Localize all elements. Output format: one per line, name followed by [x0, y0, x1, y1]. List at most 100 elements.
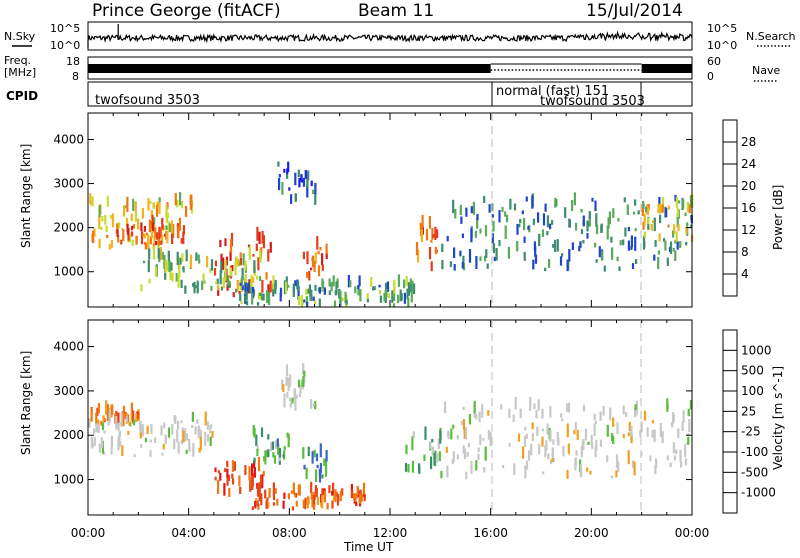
echo-cell: [131, 239, 134, 246]
echo-cell: [409, 285, 412, 293]
echo-cell: [491, 233, 494, 244]
echo-cell: [116, 223, 119, 231]
echo-cell: [261, 279, 264, 293]
echo-cell: [278, 177, 281, 191]
echo-cell: [456, 435, 459, 440]
echo-cell: [240, 300, 243, 305]
echo-cell: [122, 205, 126, 217]
echo-cell: [249, 477, 252, 492]
echo-cell: [493, 256, 496, 261]
echo-cell: [172, 224, 175, 238]
echo-cell: [655, 458, 658, 469]
echo-cell: [687, 436, 690, 445]
echo-cell: [229, 251, 232, 261]
echo-cell: [544, 267, 547, 272]
echo-cell: [332, 275, 335, 287]
echo-cell: [582, 239, 585, 244]
echo-cell: [307, 170, 310, 181]
echo-cell: [523, 435, 527, 447]
echo-cell: [308, 270, 311, 281]
echo-cell: [151, 214, 154, 229]
echo-cell: [594, 446, 597, 458]
echo-cell: [259, 250, 262, 263]
echo-cell: [378, 284, 381, 288]
echo-cell: [492, 220, 495, 232]
echo-cell: [678, 200, 681, 204]
echo-cell: [178, 217, 182, 231]
echo-cell: [154, 437, 157, 443]
echo-cell: [325, 459, 328, 473]
echo-cell: [134, 212, 137, 222]
echo-cell: [679, 241, 682, 248]
echo-cell: [263, 456, 266, 462]
echo-cell: [298, 178, 301, 188]
echo-cell: [286, 391, 289, 398]
echo-cell: [210, 285, 213, 291]
echo-cell: [587, 441, 590, 445]
echo-cell: [256, 485, 260, 497]
echo-cell: [559, 413, 563, 418]
echo-cell: [608, 211, 611, 225]
echo-cell: [266, 497, 269, 502]
echo-cell: [647, 207, 650, 215]
echo-cell: [222, 257, 225, 270]
echo-cell: [491, 214, 494, 218]
echo-cell: [410, 290, 413, 303]
echo-cell: [167, 427, 171, 438]
echo-cell: [140, 444, 143, 449]
echo-cell: [573, 192, 576, 206]
echo-cell: [525, 435, 528, 439]
echo-cell: [682, 410, 685, 423]
echo-cell: [128, 421, 131, 426]
echo-cell: [355, 493, 358, 499]
echo-cell: [247, 244, 251, 248]
echo-cell: [538, 443, 541, 455]
echo-cell: [228, 282, 231, 288]
echo-cell: [126, 228, 130, 235]
echo-cell: [681, 421, 684, 431]
echo-cell: [132, 410, 135, 424]
date-label: 15/Jul/2014: [586, 1, 683, 21]
echo-cell: [117, 412, 120, 425]
echo-cell: [622, 239, 625, 246]
echo-cell: [241, 267, 244, 281]
echo-cell: [500, 404, 503, 410]
echo-cell: [479, 228, 482, 234]
echo-cell: [294, 492, 297, 497]
echo-cell: [430, 261, 433, 272]
echo-cell: [483, 467, 486, 473]
echo-cell: [244, 273, 247, 288]
velocity-yticks: 1000 2000 3000 4000: [53, 340, 692, 487]
echo-cell: [116, 229, 119, 237]
echo-cell: [403, 279, 406, 289]
echo-cell: [672, 412, 675, 424]
echo-cell: [475, 256, 478, 269]
echo-cell: [323, 287, 326, 295]
echo-cell: [452, 199, 455, 214]
echo-cell: [549, 429, 552, 442]
echo-cell: [177, 441, 180, 454]
echo-cell: [239, 486, 242, 494]
echo-cell: [305, 288, 308, 296]
echo-cell: [541, 229, 544, 237]
echo-cell: [325, 449, 328, 462]
echo-cell: [310, 267, 313, 271]
colorbar-tick-label: 100: [741, 384, 764, 398]
echo-cell: [449, 261, 452, 267]
echo-cell: [97, 425, 100, 433]
echo-cell: [586, 467, 589, 472]
echo-cell: [574, 457, 577, 467]
echo-cell: [131, 231, 134, 237]
echo-cell: [241, 284, 244, 291]
echo-cell: [460, 216, 463, 224]
echo-cell: [182, 266, 185, 271]
echo-cell: [460, 421, 463, 426]
echo-cell: [582, 404, 586, 412]
echo-cell: [267, 434, 270, 440]
echo-cell: [339, 490, 342, 502]
echo-cell: [657, 203, 660, 214]
echo-cell: [323, 491, 327, 503]
echo-cell: [304, 503, 307, 510]
echo-cell: [209, 268, 212, 273]
echo-cell: [242, 253, 245, 266]
